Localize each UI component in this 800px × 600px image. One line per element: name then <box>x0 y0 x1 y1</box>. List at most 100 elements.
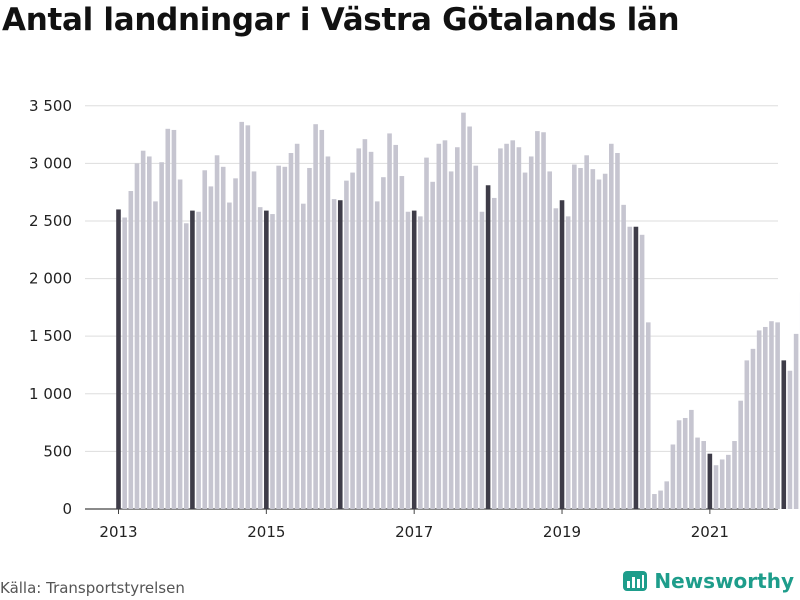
bar <box>689 409 694 509</box>
bar <box>251 171 257 510</box>
bar <box>609 143 614 510</box>
bar <box>584 155 589 510</box>
bar <box>424 157 429 509</box>
bar <box>140 150 146 509</box>
bar <box>664 481 670 509</box>
bar <box>596 179 602 509</box>
y-tick-label: 2 000 <box>29 270 72 288</box>
bar <box>288 152 294 509</box>
bar <box>405 211 411 509</box>
x-tick-label: 2019 <box>543 523 581 541</box>
bar <box>399 176 405 510</box>
bar <box>485 185 491 509</box>
bar <box>467 126 472 509</box>
bar <box>756 330 762 509</box>
bar <box>337 200 343 509</box>
bar <box>522 172 528 509</box>
bar <box>645 322 651 509</box>
source-note: Källa: Transportstyrelsen <box>0 579 185 597</box>
bar <box>122 217 127 509</box>
bar <box>276 165 281 510</box>
bar <box>719 459 725 509</box>
bar <box>282 166 288 509</box>
bar <box>264 210 269 509</box>
bar <box>448 171 454 510</box>
bar <box>116 209 121 510</box>
bar <box>578 167 583 509</box>
bar <box>418 216 423 509</box>
bar <box>769 321 774 509</box>
bar <box>442 140 448 509</box>
newsworthy-logo-icon <box>623 571 648 591</box>
brand-logo: Newsworthy <box>622 568 794 594</box>
bar <box>639 234 645 509</box>
bar <box>153 201 158 509</box>
bar <box>793 333 799 509</box>
bar <box>177 179 183 509</box>
bar <box>781 360 787 509</box>
bar <box>368 151 374 509</box>
bar <box>658 490 663 509</box>
x-tick-label: 2013 <box>99 523 137 541</box>
bar <box>726 454 731 509</box>
bar <box>547 171 552 510</box>
bar <box>707 453 713 509</box>
bar <box>319 129 325 509</box>
bar <box>750 348 756 509</box>
bar <box>732 441 737 509</box>
bar <box>245 125 251 509</box>
bar <box>202 170 208 509</box>
bar <box>787 370 793 509</box>
bar <box>147 156 152 509</box>
bar <box>701 441 706 509</box>
bar <box>744 360 750 509</box>
bar <box>430 181 435 510</box>
bar <box>356 148 362 509</box>
bar <box>214 155 220 510</box>
bar <box>350 172 355 509</box>
bar <box>301 203 306 510</box>
x-tick-label: 2017 <box>395 523 433 541</box>
bar <box>491 197 497 510</box>
bar <box>190 210 195 509</box>
y-tick-label: 1 000 <box>29 385 72 403</box>
bar <box>393 144 398 510</box>
y-tick-label: 0 <box>62 500 72 518</box>
y-axis: 0 500 1 000 1 500 2 000 2 500 3 000 3 500 <box>29 97 72 518</box>
bar <box>652 494 657 509</box>
bar <box>159 162 164 509</box>
bar <box>220 166 226 509</box>
bar <box>165 128 171 510</box>
bar <box>257 207 263 509</box>
y-tick-label: 1 500 <box>29 327 72 345</box>
bar <box>128 191 134 509</box>
bar <box>307 167 312 509</box>
bar <box>294 143 300 510</box>
x-axis: 201320152017201920212023 <box>99 509 729 541</box>
bar <box>387 133 392 510</box>
bar <box>510 140 516 509</box>
bar <box>171 129 177 509</box>
bar <box>627 226 633 509</box>
bar <box>461 112 466 509</box>
bar <box>763 326 768 509</box>
bar <box>498 148 503 509</box>
y-tick-label: 2 500 <box>29 212 72 230</box>
x-tick-label: 2021 <box>691 523 729 541</box>
bar <box>270 214 275 510</box>
bar <box>633 226 639 509</box>
x-tick-label: 2015 <box>247 523 285 541</box>
bar <box>541 132 546 509</box>
bar <box>559 200 565 509</box>
bar <box>615 152 620 509</box>
bar <box>775 322 780 509</box>
bar <box>553 208 559 509</box>
bar <box>572 164 577 509</box>
brand-name: Newsworthy <box>654 569 794 593</box>
bar <box>455 147 460 509</box>
bar <box>134 163 140 509</box>
bar <box>227 202 232 509</box>
chart-title: Antal landningar i Västra Götalands län <box>2 2 680 38</box>
bar <box>233 178 238 509</box>
